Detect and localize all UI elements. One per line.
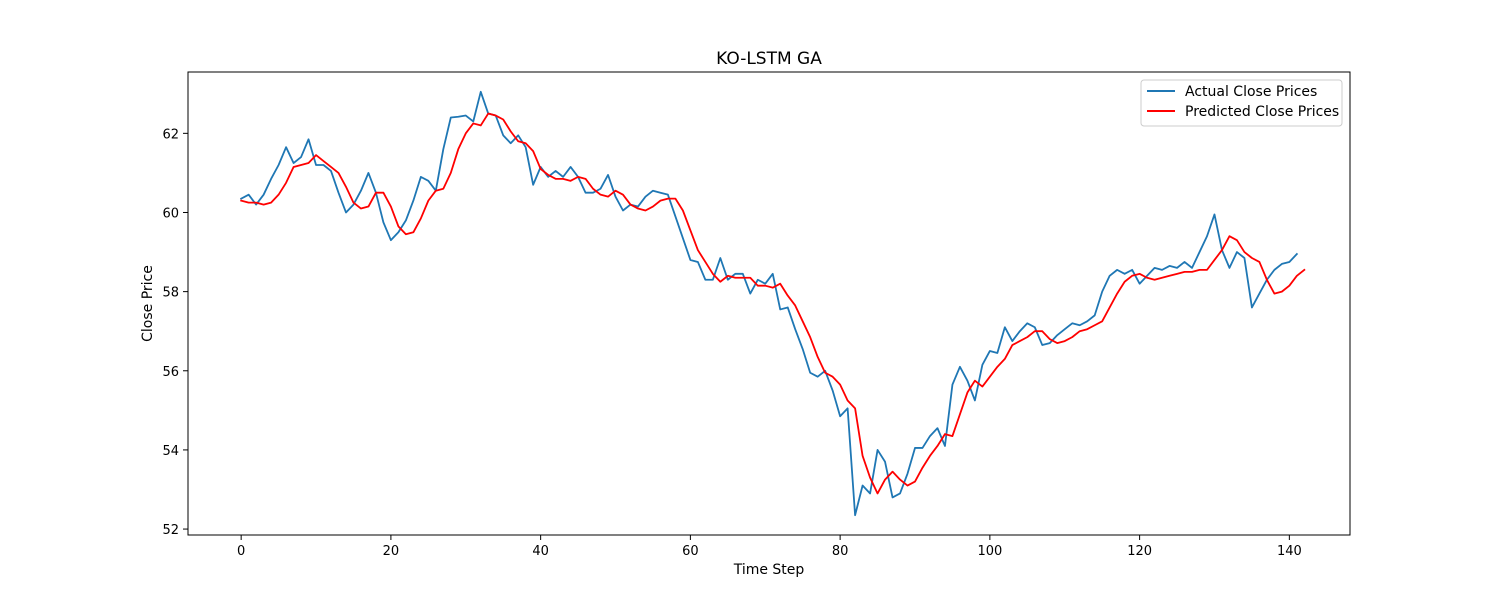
chart-title: KO-LSTM GA bbox=[716, 49, 822, 69]
x-tick-label: 0 bbox=[237, 544, 245, 559]
x-tick-label: 40 bbox=[532, 544, 549, 559]
plot-frame bbox=[187, 71, 1351, 536]
x-tick-label: 140 bbox=[1277, 544, 1302, 559]
x-axis-label: Time Step bbox=[733, 562, 805, 578]
x-tick-label: 20 bbox=[383, 544, 400, 559]
y-tick-label: 58 bbox=[162, 286, 179, 301]
legend-box bbox=[1140, 79, 1343, 127]
x-tick-label: 120 bbox=[1127, 544, 1152, 559]
y-tick-label: 52 bbox=[162, 523, 179, 538]
x-tick-label: 100 bbox=[977, 544, 1002, 559]
y-tick-label: 54 bbox=[162, 444, 179, 459]
y-axis-label: Close Price bbox=[140, 265, 156, 342]
y-tick-label: 60 bbox=[162, 206, 179, 221]
axes-layer: 0 20 40 60 80 100 120 140 52 54 56 58 60 62 bbox=[162, 71, 1351, 559]
legend: Actual Close Prices Predicted Close Price… bbox=[1140, 79, 1343, 127]
legend-label: Actual Close Prices bbox=[1185, 84, 1317, 100]
series-line-predicted bbox=[240, 112, 1306, 495]
x-tick-label: 60 bbox=[682, 544, 699, 559]
series-line-actual bbox=[239, 90, 1299, 517]
legend-label: Predicted Close Prices bbox=[1185, 104, 1339, 120]
series-layer bbox=[239, 90, 1306, 517]
y-tick-label: 62 bbox=[162, 127, 179, 142]
x-tick-label: 80 bbox=[832, 544, 849, 559]
y-tick-label: 56 bbox=[162, 365, 179, 380]
